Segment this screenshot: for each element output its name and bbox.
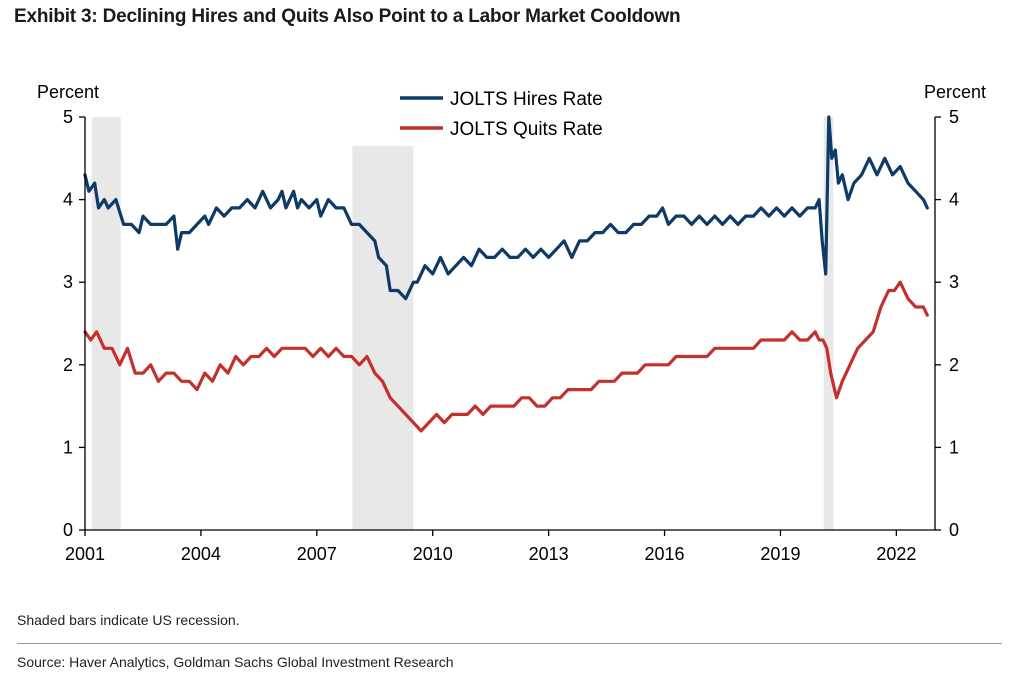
- y-tick-label-right: 5: [949, 107, 959, 127]
- x-tick-label: 2022: [876, 544, 916, 564]
- y-tick-label-left: 3: [63, 272, 73, 292]
- y-tick-label-left: 0: [63, 520, 73, 540]
- series-lines: [83, 115, 929, 433]
- y-tick-label-right: 3: [949, 272, 959, 292]
- recession-band: [352, 145, 414, 530]
- y-tick-label-left: 2: [63, 355, 73, 375]
- right-axis-label: Percent: [924, 82, 986, 102]
- series-line-hires: [83, 115, 929, 301]
- legend-label-hires: JOLTS Hires Rate: [450, 89, 603, 110]
- recession-band: [823, 117, 834, 530]
- y-tick-label-right: 0: [949, 520, 959, 540]
- x-tick-label: 2007: [297, 544, 337, 564]
- x-tick-label: 2013: [529, 544, 569, 564]
- divider: [17, 643, 1002, 644]
- x-tick-label: 2004: [181, 544, 221, 564]
- y-tick-label-left: 1: [63, 437, 73, 457]
- y-tick-label-left: 4: [63, 190, 73, 210]
- source-note: Source: Haver Analytics, Goldman Sachs G…: [17, 654, 454, 670]
- legend: JOLTS Hires Rate JOLTS Quits Rate: [400, 89, 603, 140]
- footnote: Shaded bars indicate US recession.: [17, 612, 240, 628]
- y-tick-label-right: 1: [949, 437, 959, 457]
- ticks: 0 0 1 1 2 2 3 3 4 4 5 5 2001 2004 2007 2010 2013 2016 2019…: [63, 107, 959, 564]
- x-tick-label: 2010: [413, 544, 453, 564]
- line-chart: 0 0 1 1 2 2 3 3 4 4 5 5 2001 2004 2007 2010 2013 2016 2019…: [37, 82, 986, 564]
- series-line-quits: [83, 280, 929, 433]
- x-tick-label: 2019: [760, 544, 800, 564]
- recession-band: [91, 117, 121, 530]
- y-tick-label-left: 5: [63, 107, 73, 127]
- legend-label-quits: JOLTS Quits Rate: [450, 119, 603, 140]
- x-tick-label: 2016: [645, 544, 685, 564]
- left-axis-label: Percent: [37, 82, 99, 102]
- chart-title: Exhibit 3: Declining Hires and Quits Als…: [14, 6, 681, 27]
- y-tick-label-right: 2: [949, 355, 959, 375]
- axes: [84, 117, 936, 531]
- y-tick-label-right: 4: [949, 190, 959, 210]
- recession-bands: [91, 117, 834, 530]
- x-tick-label: 2001: [65, 544, 105, 564]
